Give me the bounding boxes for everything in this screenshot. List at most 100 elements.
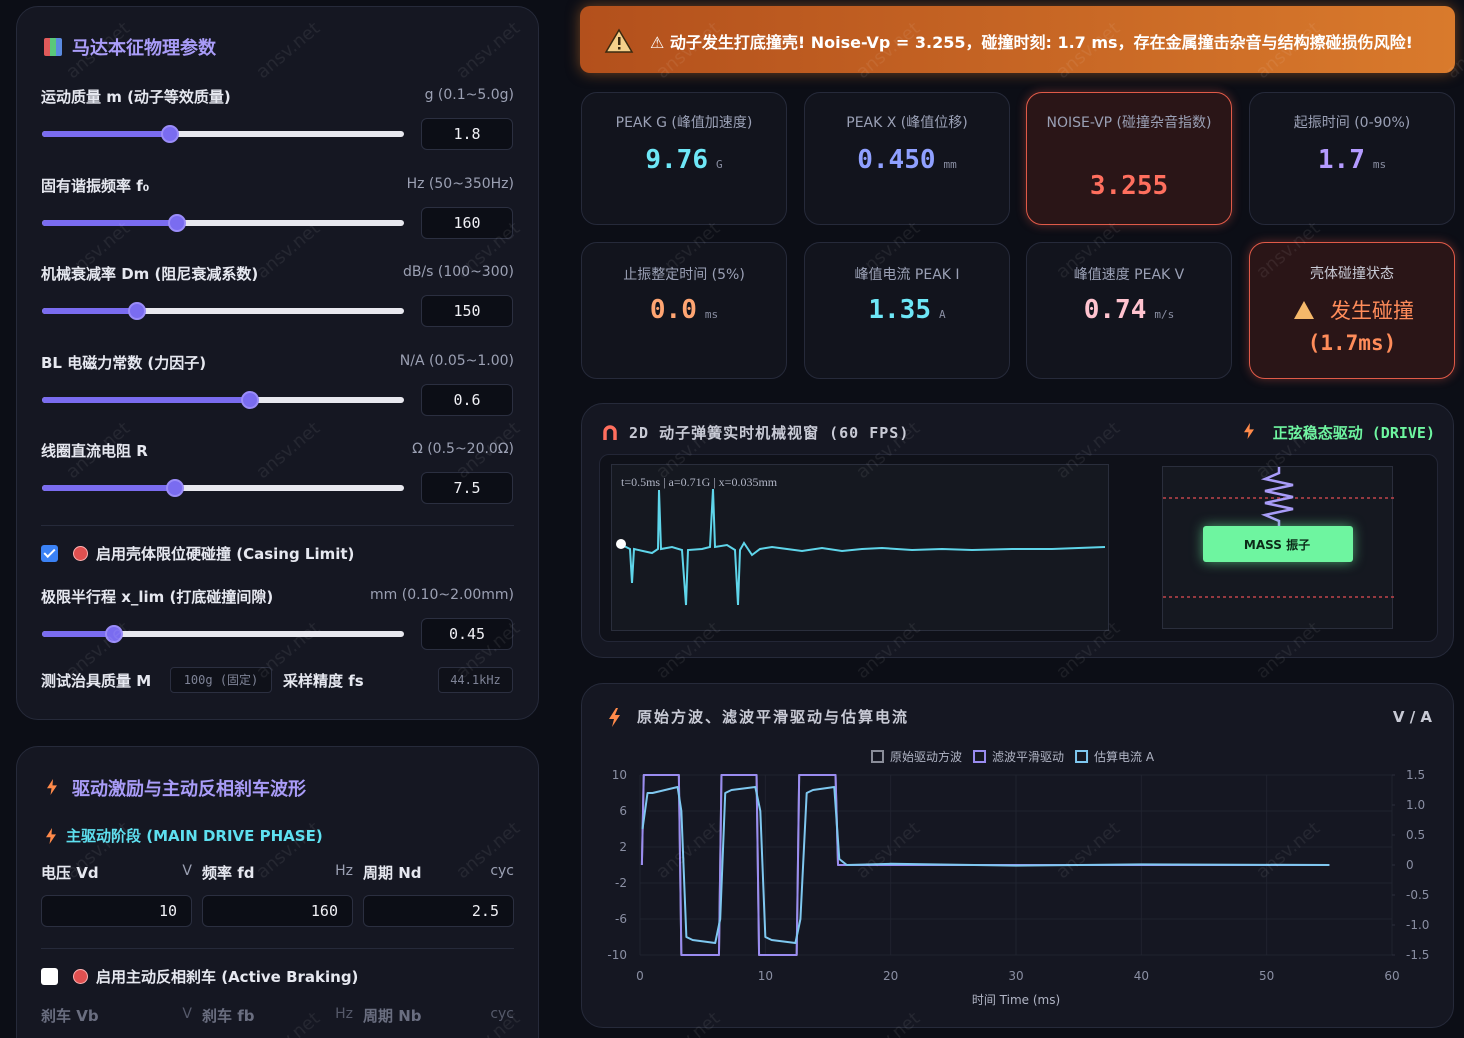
input-box[interactable]: 0.6 <box>421 383 513 416</box>
input-box[interactable]: 10 <box>41 895 192 927</box>
field-unit: Hz <box>335 863 353 879</box>
param-unit: dB/s (100~300) <box>402 264 514 280</box>
slider-knob[interactable] <box>128 302 146 320</box>
slider-knob[interactable] <box>105 625 123 643</box>
metric-card: PEAK X (峰值位移) 0.450 mm <box>804 92 1010 225</box>
legend-swatch <box>1075 750 1089 763</box>
metric-card: 峰值电流 PEAK I 1.35 A <box>804 242 1010 379</box>
metric-value: 0.0 ms <box>582 295 786 325</box>
input-box[interactable]: 160 <box>202 895 353 927</box>
param-label: 运动质量 m (动子等效质量) <box>41 88 231 106</box>
slider-fill <box>42 631 114 637</box>
param-unit: g (0.1~5.0g) <box>424 87 514 103</box>
metric-label: 峰值电流 PEAK I <box>854 267 960 283</box>
slider-track <box>42 219 404 226</box>
bolt-icon <box>609 708 620 727</box>
field-unit: Hz <box>335 1006 353 1022</box>
y-tick-label: 6 <box>619 804 627 818</box>
metric-value: 3.255 <box>1027 171 1231 201</box>
status-detail: (1.7ms) <box>1307 331 1397 355</box>
x-axis-label: 时间 Time (ms) <box>972 993 1060 1007</box>
field-label: 刹车 Vb <box>41 1007 99 1025</box>
y2-tick-label: 0.5 <box>1406 828 1425 842</box>
metric-number: 3.255 <box>1089 171 1169 201</box>
fs-value: 44.1kHz <box>438 667 513 693</box>
series-line <box>640 774 1330 956</box>
unit-label: V / A <box>1393 708 1433 726</box>
scope <box>611 464 1109 631</box>
param-unit: Ω (0.5~20.0Ω) <box>412 441 514 457</box>
input-box[interactable]: 0.45 <box>421 618 513 650</box>
panel-title: 驱动激励与主动反相刹车波形 <box>72 779 306 800</box>
y2-tick-label: 1.5 <box>1406 768 1425 782</box>
slider-track <box>42 631 404 637</box>
status-text: 发生碰撞 <box>1330 299 1414 323</box>
phase-label: 主驱动阶段 (MAIN DRIVE PHASE) <box>66 827 323 845</box>
input-box[interactable]: 160 <box>421 206 513 239</box>
slider-fill <box>42 219 177 226</box>
metric-card: 峰值速度 PEAK V 0.74 m/s <box>1026 242 1232 379</box>
fixture-label: 测试治具质量 M <box>41 672 152 690</box>
fs-label: 采样精度 fs <box>283 672 364 690</box>
x-tick-label: 0 <box>636 969 644 983</box>
metric-value: 0.74 m/s <box>1027 295 1231 325</box>
checkbox[interactable] <box>41 968 58 985</box>
input-box[interactable]: 1.8 <box>421 118 513 150</box>
legend-swatch <box>871 750 884 763</box>
alert-icon <box>604 28 634 53</box>
divider <box>41 525 514 526</box>
chart-panel: 原始方波、滤波平滑驱动与估算电流 V / A 0 10 20 30 40 50 60 10 6 2 -2… <box>581 683 1454 1028</box>
scope-trace <box>616 488 1106 606</box>
y2-tick-label: -1.0 <box>1406 918 1429 932</box>
slider-track <box>42 308 404 314</box>
x-tick-label: 10 <box>758 969 773 983</box>
slider-knob[interactable] <box>161 125 179 143</box>
input-box[interactable]: 150 <box>421 295 513 327</box>
x-tick-label: 40 <box>1134 969 1149 983</box>
param-unit: mm (0.10~2.00mm) <box>370 587 514 603</box>
y2-tick-label: -0.5 <box>1406 888 1429 902</box>
slider-fill <box>42 308 137 314</box>
slider-knob[interactable] <box>166 479 184 497</box>
legend-label: 原始驱动方波 <box>890 749 962 764</box>
field-label: 周期 Nd <box>363 864 422 882</box>
slider-knob[interactable] <box>241 390 259 409</box>
metric-label: NOISE-VP (碰撞杂音指数) <box>1046 115 1212 131</box>
metric-label: PEAK G (峰值加速度) <box>615 115 753 131</box>
slider-fill <box>42 396 250 403</box>
metric-value: 9.76 G <box>582 145 786 175</box>
y2-tick-label: 1.0 <box>1406 798 1425 812</box>
metric-label: 止振整定时间 (5%) <box>623 267 745 283</box>
slider-knob[interactable] <box>168 213 186 232</box>
param-unit: Hz (50~350Hz) <box>406 175 514 192</box>
slider-track <box>42 485 404 491</box>
field-label: 电压 Vd <box>41 864 99 882</box>
metric-label: 起振时间 (0-90%) <box>1293 115 1411 131</box>
metric-label: PEAK X (峰值位移) <box>846 115 968 131</box>
y2-tick-label: 0 <box>1406 858 1414 872</box>
metric-unit: G <box>716 158 723 171</box>
y-tick-label: 10 <box>612 768 627 782</box>
metric-value: 0.450 mm <box>805 145 1009 175</box>
y-tick-label: 2 <box>619 840 627 854</box>
divider <box>41 948 514 949</box>
metric-unit: A <box>939 308 946 321</box>
param-label: 固有谐振频率 f₀ <box>41 176 150 195</box>
param-label: BL 电磁力常数 (力因子) <box>41 353 207 372</box>
metric-number: 1.35 <box>868 295 931 325</box>
metric-card: 止振整定时间 (5%) 0.0 ms <box>581 242 787 379</box>
drive-panel <box>16 746 539 1038</box>
status-dot <box>73 969 88 984</box>
field-unit: cyc <box>490 863 514 879</box>
input-box[interactable]: 7.5 <box>421 472 513 504</box>
x-tick-label: 20 <box>883 969 898 983</box>
y-tick-label: -10 <box>607 948 627 962</box>
input-box[interactable]: 2.5 <box>363 895 514 927</box>
warning-icon <box>1294 301 1314 319</box>
metric-label: 峰值速度 PEAK V <box>1073 267 1185 283</box>
checkbox-label: 启用壳体限位硬碰撞 (Casing Limit) <box>96 545 355 563</box>
checkbox[interactable] <box>41 545 58 562</box>
checkbox-label: 启用主动反相刹车 (Active Braking) <box>96 968 359 986</box>
bolt-icon <box>46 828 56 844</box>
metric-number: 9.76 <box>645 145 708 175</box>
